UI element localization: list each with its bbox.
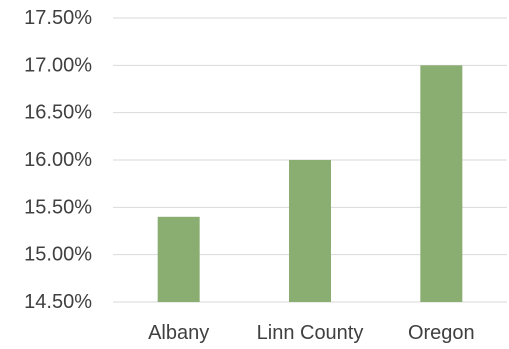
y-tick-label: 14.50% [24, 291, 92, 313]
x-category-label: Oregon [408, 322, 475, 344]
y-tick-label: 17.50% [24, 7, 92, 29]
bar-linn-county [289, 160, 331, 302]
y-axis-tick-labels: 14.50% 15.00% 15.50% 16.00% 16.50% 17.00% 17.5… [24, 7, 92, 313]
x-category-label: Albany [148, 322, 209, 344]
x-category-label: Linn County [257, 322, 364, 344]
bar-oregon [420, 65, 463, 302]
bar-albany [157, 216, 200, 302]
y-tick-label: 15.00% [24, 244, 92, 266]
y-tick-label: 16.50% [24, 102, 92, 124]
x-axis-category-labels: Albany Linn County Oregon [148, 322, 475, 344]
y-tick-label: 15.50% [24, 196, 92, 218]
bars [157, 65, 463, 302]
y-tick-label: 16.00% [24, 149, 92, 171]
y-tick-label: 17.00% [24, 54, 92, 76]
